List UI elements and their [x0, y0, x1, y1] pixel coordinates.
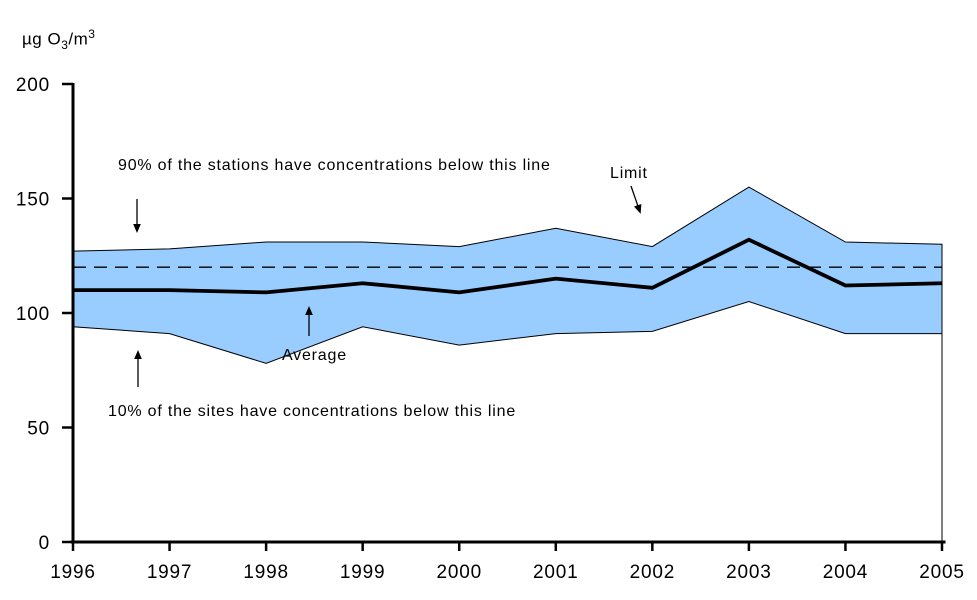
y-axis-tick-label: 100: [16, 304, 50, 325]
p10-annotation-label: 10% of the sites have concentrations bel…: [108, 403, 516, 420]
x-axis-tick-label: 2002: [630, 562, 675, 583]
plot-layer: 0 50 100 150 200 1996 1997 1998 1999 2000 2001 2002…: [16, 75, 964, 583]
annotation-layer: 90% of the stations have concentrations …: [108, 157, 648, 420]
x-axis-tick-label: 2005: [919, 562, 964, 583]
y-axis-tick-label: 150: [16, 190, 50, 211]
y-axis-tick-label: 0: [39, 533, 50, 554]
y-axis-unit-label: µg O3/m3: [22, 27, 95, 52]
x-axis-tick-label: 1997: [147, 562, 192, 583]
limit-down-arrow-icon: [630, 185, 642, 214]
p90-annotation-label: 90% of the stations have concentrations …: [118, 157, 551, 174]
x-axis-tick-label: 2001: [533, 562, 578, 583]
y-axis-tick-label: 200: [16, 75, 50, 96]
unit-mid: /m: [68, 29, 89, 49]
x-axis-tick-label: 2004: [823, 562, 868, 583]
average-annotation-label: Average: [282, 347, 347, 364]
y-axis-tick-label: 50: [27, 419, 50, 440]
average-line: [73, 237, 943, 295]
x-axis-tick-label: 1999: [340, 562, 385, 583]
x-axis-tick-label: 2003: [726, 562, 771, 583]
x-axis-tick-label: 1996: [50, 562, 95, 583]
unit-subscript: 3: [61, 38, 69, 53]
percentile-band: [72, 186, 943, 364]
unit-prefix: µg O: [22, 29, 62, 49]
limit-annotation-label: Limit: [610, 165, 648, 182]
x-axis-tick-label: 2000: [436, 562, 481, 583]
unit-superscript: 3: [88, 27, 96, 41]
x-axis-tick-label: 1998: [243, 562, 288, 583]
